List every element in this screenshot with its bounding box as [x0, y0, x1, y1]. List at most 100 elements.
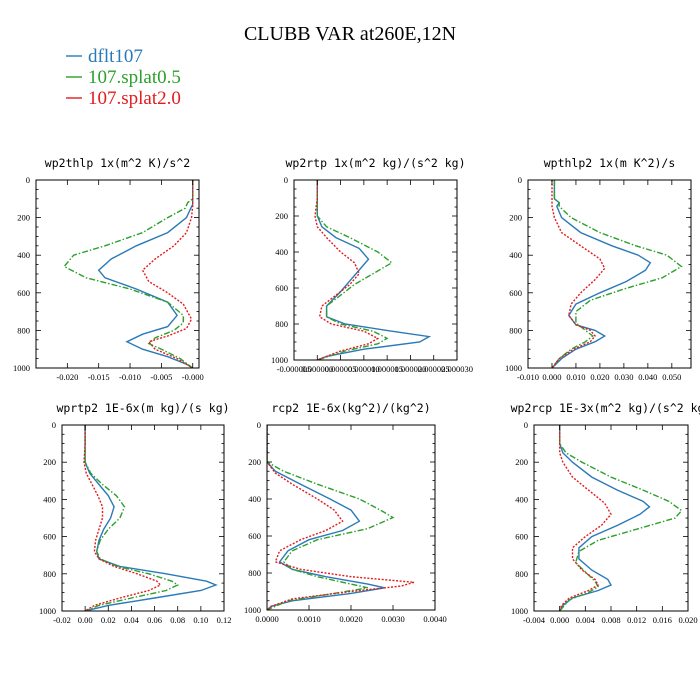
- series-line-4-3: [83, 425, 162, 611]
- x-tick-label-5-3: 0.0020: [339, 614, 362, 624]
- series-line-5-2: [267, 425, 395, 610]
- y-tick-label-5-2: 200: [248, 457, 261, 467]
- x-tick-label-4-1: -0.02: [53, 615, 71, 625]
- y-tick-label-6-5: 800: [515, 569, 528, 579]
- legend-label-3: 107.splat2.0: [88, 88, 181, 109]
- x-tick-label-4-8: 0.12: [217, 615, 232, 625]
- x-tick-label-1-2: -0.015: [88, 372, 110, 382]
- panel-title-2: wp2rtp 1x(m^2 kg)/(s^2 kg): [285, 156, 465, 170]
- x-tick-label-2-7: 0.000025: [418, 364, 450, 374]
- y-tick-label-3-1: 0: [518, 175, 522, 185]
- panel-2: wp2rtp 1x(m^2 kg)/(s^2 kg) 0 200 400 600 800 1…: [271, 156, 473, 374]
- panel-1: wp2thlp 1x(m^2 K)/s^2 0 200 400 600 800 1000 -0…: [13, 156, 204, 382]
- y-tick-label-5-5: 800: [248, 568, 261, 578]
- x-tick-label-2-4: 0.000010: [348, 364, 380, 374]
- panel-title-4: wprtp2 1E-6x(m kg)/(s kg): [56, 401, 229, 415]
- legend-label-2: 107.splat0.5: [88, 67, 181, 88]
- y-tick-label-3-3: 400: [509, 250, 522, 260]
- y-tick-label-1-2: 200: [17, 213, 30, 223]
- series-line-3-2: [551, 180, 683, 368]
- series-line-1-2: [63, 180, 194, 368]
- y-tick-label-4-5: 800: [43, 569, 56, 579]
- y-tick-label-1-3: 400: [17, 250, 30, 260]
- x-tick-label-4-5: 0.06: [147, 615, 162, 625]
- y-tick-label-6-1: 0: [524, 420, 528, 430]
- y-tick-label-2-2: 200: [275, 211, 288, 221]
- panel-5: rcp2 1E-6x(kg^2)/(kg^2) 0 200 400 600 800 1000…: [244, 401, 447, 624]
- y-tick-label-5-1: 0: [257, 420, 261, 430]
- panel-6: wp2rcp 1E-3x(m^2 kg)/(s^2 kg) 0 200 400 600 8…: [511, 401, 700, 625]
- series-line-1-1: [97, 180, 194, 368]
- legend: dflt107 107.splat0.5 107.splat2.0: [66, 46, 181, 109]
- legend-entry-2: 107.splat0.5: [66, 67, 181, 88]
- y-tick-label-4-3: 400: [43, 494, 56, 504]
- y-tick-label-5-6: 1000: [244, 605, 261, 615]
- panel-4: wprtp2 1E-6x(m kg)/(s kg)0 200 400 600 800 10…: [39, 401, 231, 625]
- panel-title-3: wpthlp2 1x(m K^2)/s: [544, 156, 676, 170]
- x-tick-label-3-4: 0.020: [590, 372, 609, 382]
- panels: wp2thlp 1x(m^2 K)/s^202004006008001000-0…: [13, 156, 700, 625]
- x-tick-label-5-5: 0.0040: [423, 614, 446, 624]
- x-tick-label-4-2: 0.00: [78, 615, 93, 625]
- plot-frame-6: [533, 424, 689, 612]
- panel-3: wpthlp2 1x(m K^2)/s 0 200 400 600 800 1000-0.0…: [505, 156, 692, 382]
- panel-title-6: wp2rcp 1E-3x(m^2 kg)/(s^2 kg): [511, 401, 700, 415]
- y-tick-label-2-3: 400: [275, 247, 288, 257]
- series-line-2-1: [316, 180, 432, 360]
- y-tick-label-6-6: 1000: [511, 606, 528, 616]
- y-tick-label-2-6: 1000: [271, 355, 288, 365]
- x-tick-label-6-7: 0.020: [678, 615, 697, 625]
- panel-title-5: rcp2 1E-6x(kg^2)/(kg^2): [271, 401, 430, 415]
- y-tick-label-1-1: 0: [26, 175, 30, 185]
- x-tick-label-2-5: 0.000015: [371, 364, 403, 374]
- plot-frame-4: [61, 424, 225, 612]
- x-tick-label-4-7: 0.10: [193, 615, 208, 625]
- x-tick-label-6-2: 0.000: [550, 615, 569, 625]
- series-line-6-2: [559, 425, 683, 611]
- x-tick-label-6-5: 0.012: [627, 615, 646, 625]
- x-tick-label-1-4: -0.005: [150, 372, 172, 382]
- y-tick-label-5-4: 600: [248, 531, 261, 541]
- y-tick-label-3-2: 200: [509, 213, 522, 223]
- x-tick-label-3-6: 0.040: [638, 372, 657, 382]
- x-tick-label-2-8: 0.000030: [441, 364, 473, 374]
- y-tick-label-4-4: 600: [43, 532, 56, 542]
- series-line-2-3: [314, 180, 380, 360]
- x-tick-label-3-1: -0.010: [517, 372, 539, 382]
- x-tick-label-6-3: 0.004: [576, 615, 596, 625]
- y-tick-label-2-4: 600: [275, 283, 288, 293]
- figure-title: CLUBB VAR at260E,12N: [244, 23, 456, 45]
- x-tick-label-5-1: 0.0000: [255, 614, 278, 624]
- series-line-6-1: [559, 425, 651, 611]
- y-tick-label-6-2: 200: [515, 457, 528, 467]
- series-line-2-2: [316, 180, 394, 360]
- y-tick-label-3-6: 1000: [505, 363, 522, 373]
- y-tick-label-4-2: 200: [43, 457, 56, 467]
- series-line-5-1: [267, 425, 385, 610]
- x-tick-label-4-4: 0.04: [124, 615, 140, 625]
- y-tick-label-1-6: 1000: [13, 363, 30, 373]
- x-tick-label-1-5: -0.000: [182, 372, 204, 382]
- y-tick-label-2-1: 0: [284, 175, 288, 185]
- x-tick-label-2-1: -0.000005: [277, 364, 312, 374]
- y-tick-label-4-1: 0: [52, 420, 56, 430]
- legend-entry-1: dflt107: [66, 46, 143, 67]
- y-tick-label-3-4: 600: [509, 288, 522, 298]
- series-line-3-1: [551, 180, 652, 368]
- x-tick-label-2-3: 0.000005: [325, 364, 357, 374]
- x-tick-label-6-4: 0.008: [601, 615, 620, 625]
- x-tick-label-4-3: 0.02: [101, 615, 116, 625]
- x-tick-label-4-6: 0.08: [170, 615, 185, 625]
- x-tick-label-3-3: 0.010: [566, 372, 585, 382]
- y-tick-label-1-5: 800: [17, 325, 30, 335]
- series-line-3-3: [551, 180, 606, 368]
- plot-frame-3: [527, 179, 692, 369]
- series-line-4-1: [84, 425, 218, 611]
- x-tick-label-2-6: 0.000020: [394, 364, 426, 374]
- x-tick-label-5-4: 0.0030: [381, 614, 404, 624]
- y-tick-label-2-5: 800: [275, 319, 288, 329]
- series-line-5-3: [267, 425, 415, 610]
- plot-frame-1: [35, 179, 200, 369]
- panel-title-1: wp2thlp 1x(m^2 K)/s^2: [45, 156, 190, 170]
